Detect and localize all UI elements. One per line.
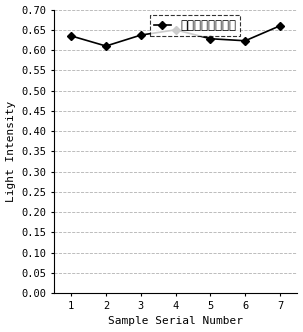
常规光路荧光强度	[174, 28, 178, 32]
常规光路荧光强度	[208, 37, 212, 41]
常规光路荧光强度	[69, 34, 73, 38]
Line: 常规光路荧光强度: 常规光路荧光强度	[68, 23, 283, 49]
Legend: 常规光路荧光强度: 常规光路荧光强度	[150, 16, 240, 36]
常规光路荧光强度	[243, 39, 247, 43]
X-axis label: Sample Serial Number: Sample Serial Number	[108, 316, 243, 326]
常规光路荧光强度	[139, 33, 143, 37]
常规光路荧光强度	[104, 44, 108, 48]
常规光路荧光强度	[278, 24, 282, 28]
Y-axis label: Light Intensity: Light Intensity	[5, 101, 15, 202]
